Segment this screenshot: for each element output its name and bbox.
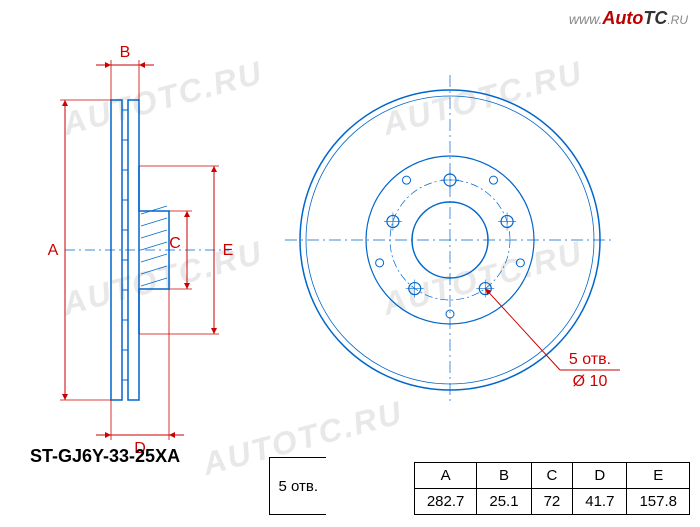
dim-header: D bbox=[573, 463, 627, 489]
dim-value: 157.8 bbox=[627, 489, 690, 515]
svg-text:C: C bbox=[169, 235, 181, 252]
svg-text:5 отв.: 5 отв. bbox=[569, 351, 611, 368]
table-value-row: 282.7 25.1 72 41.7 157.8 bbox=[414, 489, 689, 515]
dim-header: C bbox=[531, 463, 573, 489]
dim-value: 72 bbox=[531, 489, 573, 515]
front-view: 5 отв. Ø 10 bbox=[285, 75, 620, 405]
holes-row-label: 5 отв. bbox=[269, 457, 326, 515]
svg-text:B: B bbox=[120, 44, 131, 61]
dim-value: 41.7 bbox=[573, 489, 627, 515]
dim-header: B bbox=[477, 463, 531, 489]
dim-value: 25.1 bbox=[477, 489, 531, 515]
dim-header: A bbox=[414, 463, 477, 489]
dim-header: E bbox=[627, 463, 690, 489]
dim-value: 282.7 bbox=[414, 489, 477, 515]
part-number: ST-GJ6Y-33-25XA bbox=[30, 446, 180, 467]
svg-text:Ø 10: Ø 10 bbox=[573, 373, 608, 390]
svg-text:A: A bbox=[48, 242, 59, 259]
svg-text:E: E bbox=[223, 242, 234, 259]
dimension-table: A B C D E 282.7 25.1 72 41.7 157.8 bbox=[414, 462, 690, 515]
side-view: AECBD bbox=[48, 44, 234, 457]
table-header-row: A B C D E bbox=[414, 463, 689, 489]
